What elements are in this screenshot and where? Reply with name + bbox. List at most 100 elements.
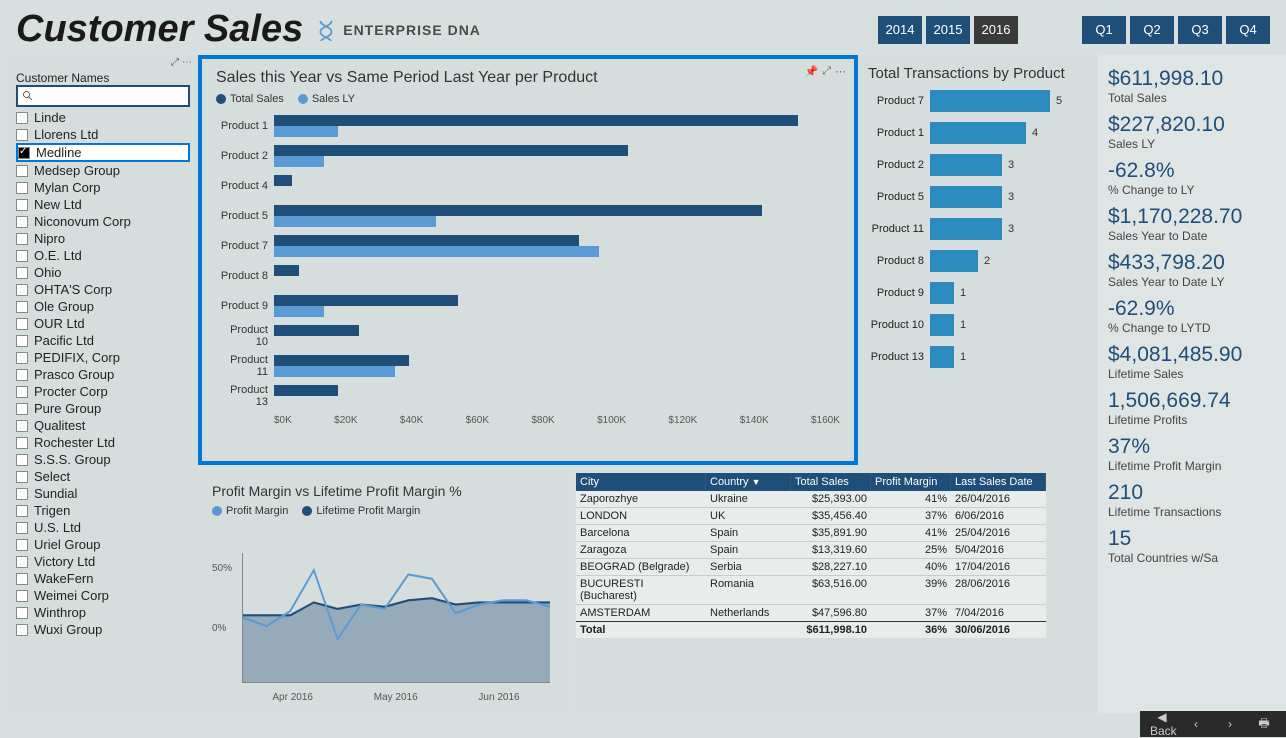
customer-item[interactable]: WakeFern: [16, 570, 190, 587]
kpi-card: $433,798.20Sales Year to Date LY: [1108, 251, 1284, 289]
focus-icon[interactable]: ⤢: [822, 65, 831, 78]
product-row[interactable]: Product 4: [216, 171, 840, 201]
customer-item[interactable]: Weimei Corp: [16, 587, 190, 604]
trans-row[interactable]: Product 23: [868, 152, 1088, 178]
kpi-card: $1,170,228.70Sales Year to Date: [1108, 205, 1284, 243]
margin-chart-card: Profit Margin vs Lifetime Profit Margin …: [198, 473, 568, 713]
quarter-Q3[interactable]: Q3: [1178, 16, 1222, 44]
customer-item[interactable]: Linde: [16, 109, 190, 126]
customer-item[interactable]: Uriel Group: [16, 536, 190, 553]
customer-item[interactable]: Trigen: [16, 502, 190, 519]
table-row[interactable]: AMSTERDAMNetherlands$47,596.8037%7/04/20…: [576, 605, 1046, 621]
col-header[interactable]: Last Sales Date: [951, 473, 1046, 491]
page-title: Customer Sales: [16, 8, 303, 51]
customer-item[interactable]: Ohio: [16, 264, 190, 281]
customer-slicer-panel: ⤢⋯ Customer Names LindeLlorens LtdMedlin…: [8, 55, 198, 713]
customer-item[interactable]: OHTA'S Corp: [16, 281, 190, 298]
col-header[interactable]: Total Sales: [791, 473, 871, 491]
line-chart: 50%0% Apr 2016May 2016Jun 2016: [212, 523, 554, 703]
customer-item[interactable]: Wuxi Group: [16, 621, 190, 638]
year-2016[interactable]: 2016: [974, 16, 1018, 44]
customer-item[interactable]: Victory Ltd: [16, 553, 190, 570]
kpi-card: $4,081,485.90Lifetime Sales: [1108, 343, 1284, 381]
customer-item[interactable]: Medline: [16, 143, 190, 162]
search-input[interactable]: [16, 85, 190, 107]
customer-item[interactable]: Medsep Group: [16, 162, 190, 179]
customer-item[interactable]: OUR Ltd: [16, 315, 190, 332]
trans-chart-title: Total Transactions by Product: [868, 65, 1088, 82]
customer-item[interactable]: Procter Corp: [16, 383, 190, 400]
customer-item[interactable]: Mylan Corp: [16, 179, 190, 196]
customer-item[interactable]: Pure Group: [16, 400, 190, 417]
sales-legend: Total Sales Sales LY: [216, 93, 840, 105]
margin-chart-title: Profit Margin vs Lifetime Profit Margin …: [212, 483, 554, 499]
next-page-button[interactable]: ›: [1218, 717, 1242, 731]
customer-item[interactable]: Select: [16, 468, 190, 485]
more-icon[interactable]: ⋯: [835, 65, 846, 78]
product-row[interactable]: Product 7: [216, 231, 840, 261]
trans-row[interactable]: Product 91: [868, 280, 1088, 306]
quarter-Q1[interactable]: Q1: [1082, 16, 1126, 44]
customer-item[interactable]: Winthrop: [16, 604, 190, 621]
customer-item[interactable]: U.S. Ltd: [16, 519, 190, 536]
footer-bar: ◀ Back ‹ › 🖶: [1140, 711, 1286, 737]
product-row[interactable]: Product 9: [216, 291, 840, 321]
pin-icon[interactable]: 📌: [804, 65, 818, 78]
kpi-card: 37%Lifetime Profit Margin: [1108, 435, 1284, 473]
year-2015[interactable]: 2015: [926, 16, 970, 44]
customer-item[interactable]: Nipro: [16, 230, 190, 247]
quarter-Q4[interactable]: Q4: [1226, 16, 1270, 44]
expand-icon[interactable]: ⤢: [171, 57, 179, 68]
customer-item[interactable]: Ole Group: [16, 298, 190, 315]
col-header[interactable]: Country ▼: [706, 473, 791, 491]
table-row[interactable]: BEOGRAD (Belgrade)Serbia$28,227.1040%17/…: [576, 559, 1046, 576]
back-button[interactable]: ◀ Back: [1150, 710, 1174, 738]
customer-item[interactable]: Qualitest: [16, 417, 190, 434]
customer-item[interactable]: Prasco Group: [16, 366, 190, 383]
product-row[interactable]: Product 8: [216, 261, 840, 291]
margin-legend: Profit Margin Lifetime Profit Margin: [212, 505, 554, 517]
year-slicer: 201420152016: [878, 16, 1018, 44]
table-row[interactable]: BarcelonaSpain$35,891.9041%25/04/2016: [576, 525, 1046, 542]
more-icon[interactable]: ⋯: [182, 57, 192, 68]
trans-row[interactable]: Product 53: [868, 184, 1088, 210]
sales-chart-card: 📌⤢⋯ Sales this Year vs Same Period Last …: [198, 55, 858, 465]
customer-item[interactable]: Niconovum Corp: [16, 213, 190, 230]
table-row[interactable]: ZaragozaSpain$13,319.6025%5/04/2016: [576, 542, 1046, 559]
kpi-card: 210Lifetime Transactions: [1108, 481, 1284, 519]
customer-item[interactable]: Rochester Ltd: [16, 434, 190, 451]
trans-row[interactable]: Product 75: [868, 88, 1088, 114]
product-row[interactable]: Product 13: [216, 381, 840, 411]
col-header[interactable]: City: [576, 473, 706, 491]
table-row[interactable]: BUCURESTI (Bucharest)Romania$63,516.0039…: [576, 576, 1046, 605]
kpi-card: $227,820.10Sales LY: [1108, 113, 1284, 151]
year-2014[interactable]: 2014: [878, 16, 922, 44]
prev-page-button[interactable]: ‹: [1184, 717, 1208, 731]
customer-item[interactable]: Pacific Ltd: [16, 332, 190, 349]
customer-item[interactable]: O.E. Ltd: [16, 247, 190, 264]
product-row[interactable]: Product 1: [216, 111, 840, 141]
col-header[interactable]: Profit Margin: [871, 473, 951, 491]
product-row[interactable]: Product 5: [216, 201, 840, 231]
customer-item[interactable]: Sundial: [16, 485, 190, 502]
table-row[interactable]: LONDONUK$35,456.4037%6/06/2016: [576, 508, 1046, 525]
dna-icon: [315, 19, 337, 41]
customer-item[interactable]: New Ltd: [16, 196, 190, 213]
product-row[interactable]: Product 2: [216, 141, 840, 171]
logo: ENTERPRISE DNA: [315, 19, 481, 41]
product-row[interactable]: Product 10: [216, 321, 840, 351]
trans-row[interactable]: Product 131: [868, 344, 1088, 370]
customer-item[interactable]: PEDIFIX, Corp: [16, 349, 190, 366]
trans-row[interactable]: Product 113: [868, 216, 1088, 242]
print-icon[interactable]: 🖶: [1252, 714, 1276, 735]
trans-row[interactable]: Product 14: [868, 120, 1088, 146]
kpi-card: $611,998.10Total Sales: [1108, 67, 1284, 105]
quarter-Q2[interactable]: Q2: [1130, 16, 1174, 44]
product-row[interactable]: Product 11: [216, 351, 840, 381]
table-row[interactable]: ZaporozhyeUkraine$25,393.0041%26/04/2016: [576, 491, 1046, 508]
kpi-card: -62.9%% Change to LYTD: [1108, 297, 1284, 335]
trans-row[interactable]: Product 82: [868, 248, 1088, 274]
trans-row[interactable]: Product 101: [868, 312, 1088, 338]
customer-item[interactable]: S.S.S. Group: [16, 451, 190, 468]
customer-item[interactable]: Llorens Ltd: [16, 126, 190, 143]
